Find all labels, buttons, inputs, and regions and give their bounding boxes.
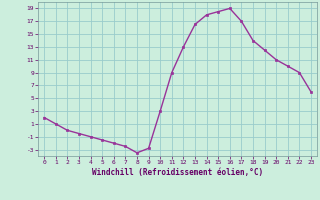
X-axis label: Windchill (Refroidissement éolien,°C): Windchill (Refroidissement éolien,°C) [92, 168, 263, 177]
